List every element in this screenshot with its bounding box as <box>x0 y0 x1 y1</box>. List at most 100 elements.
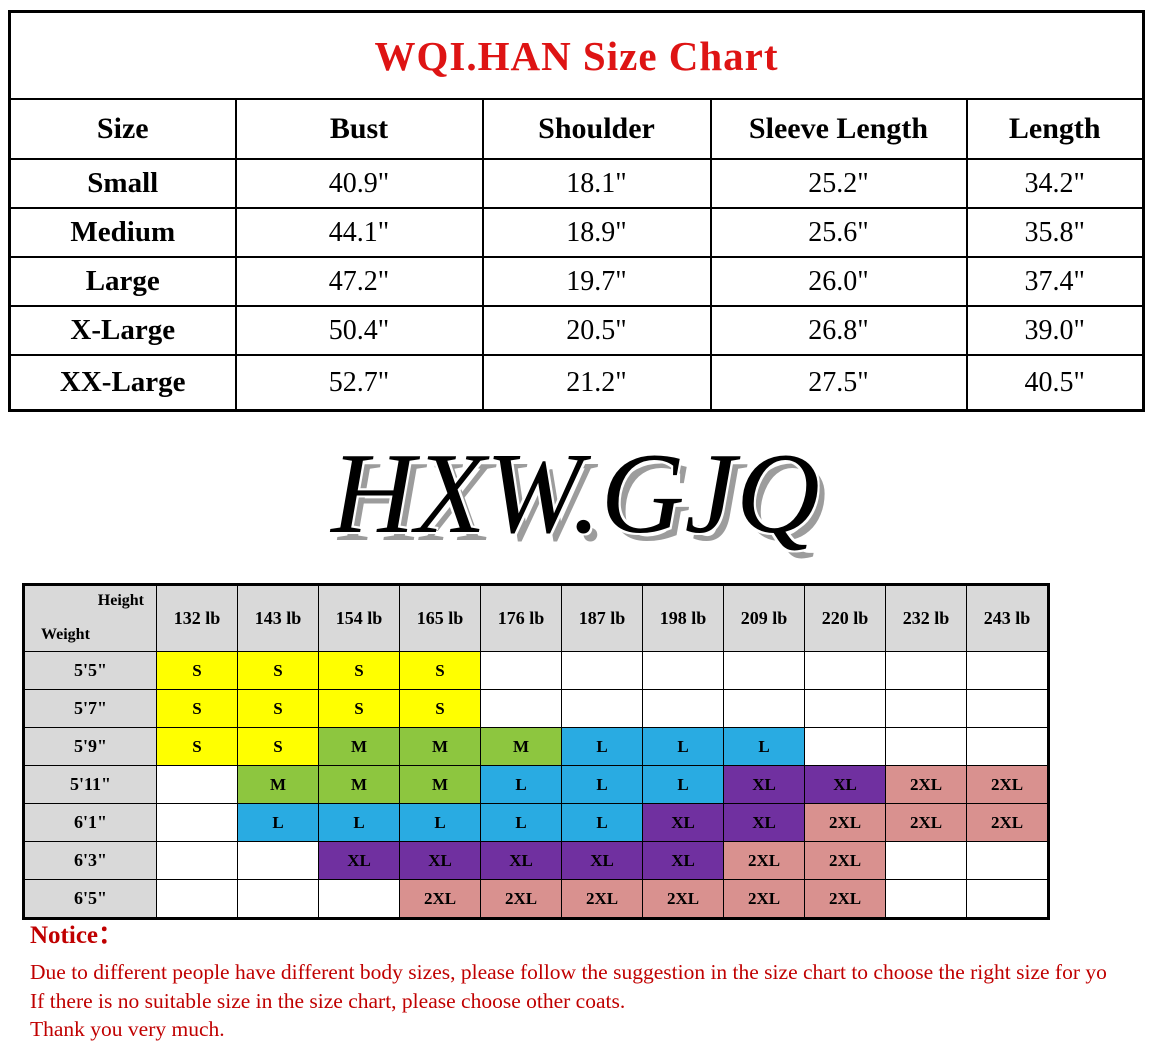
measurement-cell: 35.8" <box>965 207 1145 258</box>
fit-size-cell <box>966 879 1049 919</box>
column-header: Shoulder <box>481 98 712 160</box>
fit-size-cell <box>480 689 562 728</box>
corner-height-label: Height <box>97 592 144 609</box>
weight-header-cell: 198 lb <box>642 584 724 652</box>
fit-size-cell: XL <box>642 803 724 842</box>
fit-size-cell <box>804 727 886 766</box>
fit-size-cell: XL <box>480 841 562 880</box>
fit-row: 5'5" S S S S <box>23 651 1049 690</box>
fit-size-cell: XL <box>804 765 886 804</box>
fit-size-cell: XL <box>723 765 805 804</box>
height-weight-size-table: Height Weight 132 lb 143 lb 154 lb 165 lb 176 … <box>22 583 1050 920</box>
size-row: Small 40.9" 18.1" 25.2" 34.2" <box>8 158 1145 209</box>
size-name-cell: Large <box>8 256 237 307</box>
fit-size-cell: 2XL <box>804 841 886 880</box>
notice-line: If there is no suitable size in the size… <box>30 988 626 1013</box>
weight-header-cell: 132 lb <box>156 584 238 652</box>
fit-row: 6'5" 2XL 2XL 2XL 2XL 2XL 2XL <box>23 879 1049 919</box>
fit-size-cell: L <box>237 803 319 842</box>
fit-size-cell: 2XL <box>480 879 562 919</box>
fit-size-cell: S <box>156 651 238 690</box>
measurement-cell: 18.1" <box>481 158 712 209</box>
measurement-cell: 26.8" <box>709 305 968 356</box>
fit-size-cell: XL <box>723 803 805 842</box>
height-header-cell: 5'9" <box>23 727 157 766</box>
fit-size-cell: S <box>399 651 481 690</box>
fit-size-cell <box>804 689 886 728</box>
size-row: XX-Large 52.7" 21.2" 27.5" 40.5" <box>8 354 1145 412</box>
fit-size-cell <box>156 803 238 842</box>
fit-size-cell <box>237 841 319 880</box>
fit-size-cell: L <box>399 803 481 842</box>
measurement-cell: 20.5" <box>481 305 712 356</box>
fit-size-cell: S <box>399 689 481 728</box>
measurement-cell: 19.7" <box>481 256 712 307</box>
fit-size-cell: S <box>318 651 400 690</box>
weight-header-cell: 187 lb <box>561 584 643 652</box>
size-table-header-row: Size Bust Shoulder Sleeve Length Length <box>8 98 1145 160</box>
fit-size-cell: L <box>561 803 643 842</box>
fit-size-cell: S <box>156 727 238 766</box>
fit-row: 6'1" L L L L L XL XL 2XL 2XL 2XL <box>23 803 1049 842</box>
fit-size-cell: L <box>642 727 724 766</box>
fit-size-cell: 2XL <box>966 765 1049 804</box>
fit-size-cell <box>966 727 1049 766</box>
fit-size-cell: 2XL <box>642 879 724 919</box>
fit-size-cell <box>318 879 400 919</box>
weight-header-cell: 143 lb <box>237 584 319 652</box>
fit-size-cell: S <box>237 727 319 766</box>
column-header: Bust <box>234 98 484 160</box>
fit-size-cell: M <box>318 765 400 804</box>
fit-size-cell: S <box>237 689 319 728</box>
fit-size-cell <box>237 879 319 919</box>
measurement-cell: 37.4" <box>965 256 1145 307</box>
height-header-cell: 5'11" <box>23 765 157 804</box>
measurement-cell: 50.4" <box>234 305 484 356</box>
fit-size-cell: M <box>480 727 562 766</box>
notice-line: Thank you very much. <box>30 1017 225 1041</box>
fit-size-cell <box>156 841 238 880</box>
fit-size-cell: XL <box>642 841 724 880</box>
measurement-cell: 47.2" <box>234 256 484 307</box>
measurement-cell: 39.0" <box>965 305 1145 356</box>
fit-size-cell <box>723 651 805 690</box>
size-name-cell: Medium <box>8 207 237 258</box>
fit-row: 5'11" M M M L L L XL XL 2XL 2XL <box>23 765 1049 804</box>
fit-size-cell <box>156 765 238 804</box>
measurement-cell: 40.9" <box>234 158 484 209</box>
weight-header-cell: 232 lb <box>885 584 967 652</box>
fit-size-cell <box>723 689 805 728</box>
brand-wordart: HXW.GJQ <box>331 430 820 558</box>
notice-line: Due to different people have different b… <box>30 960 1107 984</box>
fit-size-cell: 2XL <box>561 879 643 919</box>
fit-size-cell: XL <box>399 841 481 880</box>
fit-size-cell <box>966 841 1049 880</box>
size-name-cell: X-Large <box>8 305 237 356</box>
fit-size-cell <box>885 727 967 766</box>
weight-header-cell: 209 lb <box>723 584 805 652</box>
fit-size-cell: S <box>237 651 319 690</box>
fit-size-cell <box>561 651 643 690</box>
weight-header-cell: 154 lb <box>318 584 400 652</box>
fit-size-cell: S <box>318 689 400 728</box>
size-row: X-Large 50.4" 20.5" 26.8" 39.0" <box>8 305 1145 356</box>
height-header-cell: 6'1" <box>23 803 157 842</box>
measurement-cell: 34.2" <box>965 158 1145 209</box>
weight-header-cell: 165 lb <box>399 584 481 652</box>
weight-header-cell: 243 lb <box>966 584 1049 652</box>
fit-size-cell <box>156 879 238 919</box>
size-row: Medium 44.1" 18.9" 25.6" 35.8" <box>8 207 1145 258</box>
height-header-cell: 5'7" <box>23 689 157 728</box>
fit-size-cell: M <box>237 765 319 804</box>
fit-row: 5'7" S S S S <box>23 689 1049 728</box>
fit-size-cell: 2XL <box>399 879 481 919</box>
height-header-cell: 6'3" <box>23 841 157 880</box>
fit-size-cell: L <box>318 803 400 842</box>
fit-row: 6'3" XL XL XL XL XL 2XL 2XL <box>23 841 1049 880</box>
column-header: Size <box>8 98 237 160</box>
fit-size-cell <box>804 651 886 690</box>
measurement-cell: 26.0" <box>709 256 968 307</box>
fit-size-cell <box>561 689 643 728</box>
fit-size-cell: 2XL <box>804 803 886 842</box>
measurement-cell: 40.5" <box>965 354 1145 412</box>
